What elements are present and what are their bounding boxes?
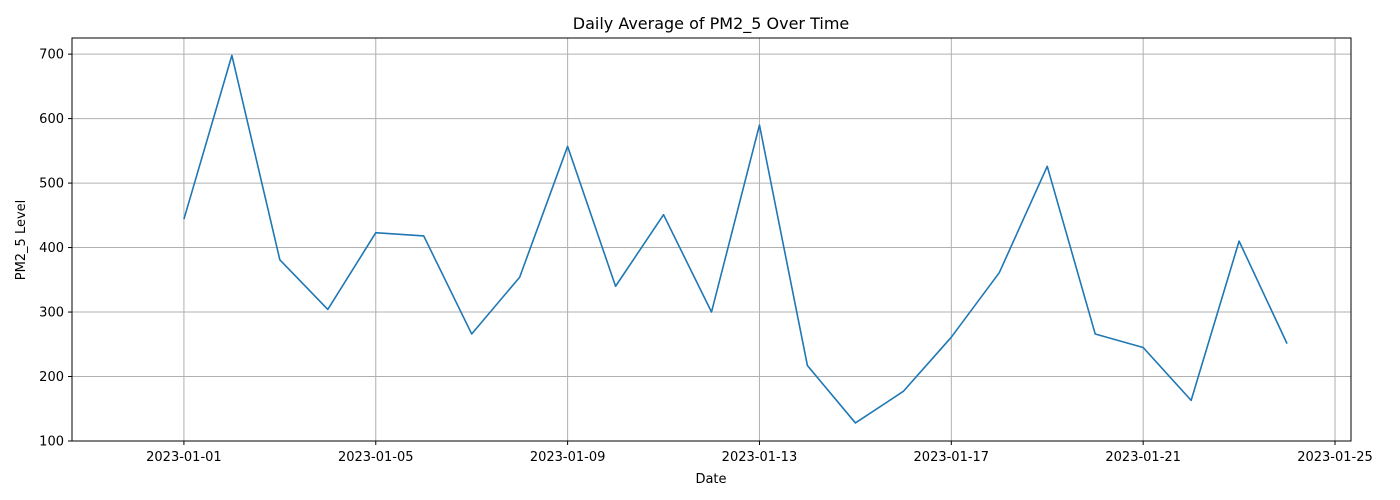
y-tick-label: 700 [39,48,64,63]
x-axis-ticks: 2023-01-01 2023-01-05 2023-01-09 2023-01-13… [146,441,1373,465]
y-axis-label: PM2_5 Level [14,200,29,281]
y-tick-label: 400 [39,241,64,256]
x-tick-label: 2023-01-09 [530,450,606,465]
series-line [183,54,1288,424]
y-tick-label: 100 [39,435,64,450]
y-tick-label: 500 [39,177,64,192]
x-tick-label: 2023-01-25 [1297,450,1373,465]
x-axis-label: Date [695,472,726,487]
x-tick-label: 2023-01-13 [722,450,798,465]
y-axis-ticks: 100 200 300 400 500 600 700 [39,48,72,450]
x-tick-label: 2023-01-21 [1105,450,1181,465]
y-tick-label: 200 [39,370,64,385]
y-tick-label: 600 [39,112,64,127]
y-tick-label: 300 [39,306,64,321]
grid [72,38,1351,442]
plot-frame [71,37,1352,442]
x-tick-label: 2023-01-05 [338,450,414,465]
x-tick-label: 2023-01-17 [914,450,990,465]
series [183,54,1288,424]
x-tick-label: 2023-01-01 [146,450,222,465]
chart-title: Daily Average of PM2_5 Over Time [573,14,850,34]
